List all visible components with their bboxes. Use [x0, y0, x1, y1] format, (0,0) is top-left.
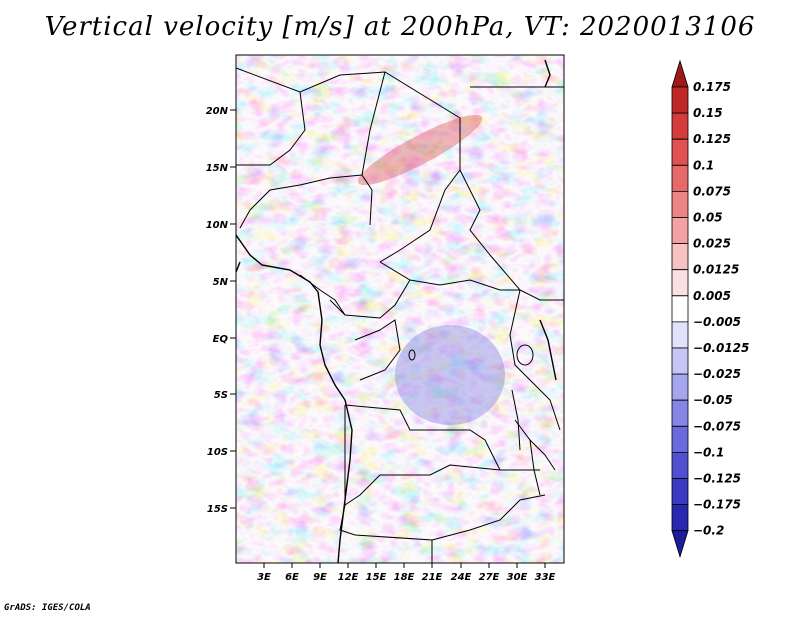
colorbar-bin: [671, 530, 689, 559]
map-figure: 20N 15N 10N 5N EQ 5S 10S 15S 3E 6E 9E 12…: [206, 54, 749, 583]
lon-label: 3E: [257, 572, 271, 583]
colorbar-bin: [671, 295, 689, 323]
lat-label: 10S: [207, 447, 228, 458]
colorbar-label: 0.15: [693, 106, 723, 120]
colorbar-label: −0.1: [693, 445, 724, 459]
colorbar-label: 0.175: [693, 80, 731, 94]
colorbar-bin: [671, 399, 689, 427]
lon-label: 33E: [535, 572, 556, 583]
colorbar-bin: [671, 347, 689, 375]
lat-label: EQ: [213, 334, 229, 345]
colorbar-bin: [671, 191, 689, 218]
map-title: Vertical velocity [m/s] at 200hPa, VT: 2…: [44, 12, 756, 42]
colorbar-label: 0.1: [693, 158, 714, 172]
colorbar-bin: [671, 243, 689, 271]
colorbar-label: 0.125: [693, 132, 731, 146]
colorbar-bin: [671, 138, 689, 166]
colorbar-label: −0.125: [693, 472, 741, 486]
colorbar-bin: [671, 425, 689, 453]
colorbar-bin: [671, 373, 689, 401]
lon-label: 18E: [394, 572, 415, 583]
colorbar-bin: [671, 269, 689, 297]
colorbar-label: −0.025: [693, 367, 741, 381]
colorbar-label: 0.025: [693, 237, 731, 251]
country-borders: [236, 67, 564, 563]
lon-label: 27E: [479, 572, 500, 583]
colorbar-label: 0.0125: [693, 263, 739, 277]
strong-ascent-band: [357, 114, 483, 186]
grads-credit: GrADS: IGES/COLA: [4, 603, 91, 613]
colorbar-bin: [671, 452, 689, 479]
colorbar-label: −0.175: [693, 498, 741, 512]
colorbar-label: −0.2: [693, 524, 724, 538]
lon-label: 21E: [422, 572, 443, 583]
latitude-axis: 20N 15N 10N 5N EQ 5S 10S 15S: [206, 106, 236, 515]
colorbar-label: −0.0125: [693, 341, 749, 355]
colorbar-bin: [671, 164, 689, 192]
coastline: [236, 59, 557, 563]
lat-label: 10N: [206, 220, 229, 231]
colorbar-bin: [671, 217, 689, 244]
map-frame: [235, 54, 565, 564]
colorbar: 0.175 0.15 0.125 0.1 0.075 0.05 0.025 0.0125 0.0…: [671, 59, 749, 559]
strong-descent-region: [395, 325, 505, 425]
colorbar-bin: [671, 59, 689, 88]
velocity-field: [236, 55, 564, 563]
lakes: [408, 344, 541, 496]
lat-label: 5N: [213, 277, 229, 288]
lat-label: 15S: [207, 504, 228, 515]
colorbar-label: −0.005: [693, 315, 741, 329]
lon-label: 15E: [366, 572, 387, 583]
colorbar-bin: [671, 504, 689, 532]
colorbar-label: 0.005: [693, 289, 731, 303]
lat-label: 15N: [206, 163, 229, 174]
lon-label: 6E: [285, 572, 299, 583]
colorbar-label: −0.05: [693, 393, 733, 407]
colorbar-bin: [671, 478, 689, 505]
colorbar-bin: [671, 112, 689, 140]
lon-label: 30E: [507, 572, 528, 583]
lon-label: 9E: [313, 572, 327, 583]
colorbar-label: 0.05: [693, 211, 723, 225]
colorbar-label: −0.075: [693, 419, 741, 433]
lon-label: 24E: [451, 572, 472, 583]
lat-label: 5S: [214, 390, 228, 401]
colorbar-bin: [671, 321, 689, 349]
lat-label: 20N: [206, 106, 229, 117]
longitude-axis: 3E 6E 9E 12E 15E 18E 21E 24E 27E 30E 33E: [257, 563, 556, 583]
colorbar-bin: [671, 86, 689, 114]
colorbar-label: 0.075: [693, 184, 731, 198]
lon-label: 12E: [338, 572, 359, 583]
